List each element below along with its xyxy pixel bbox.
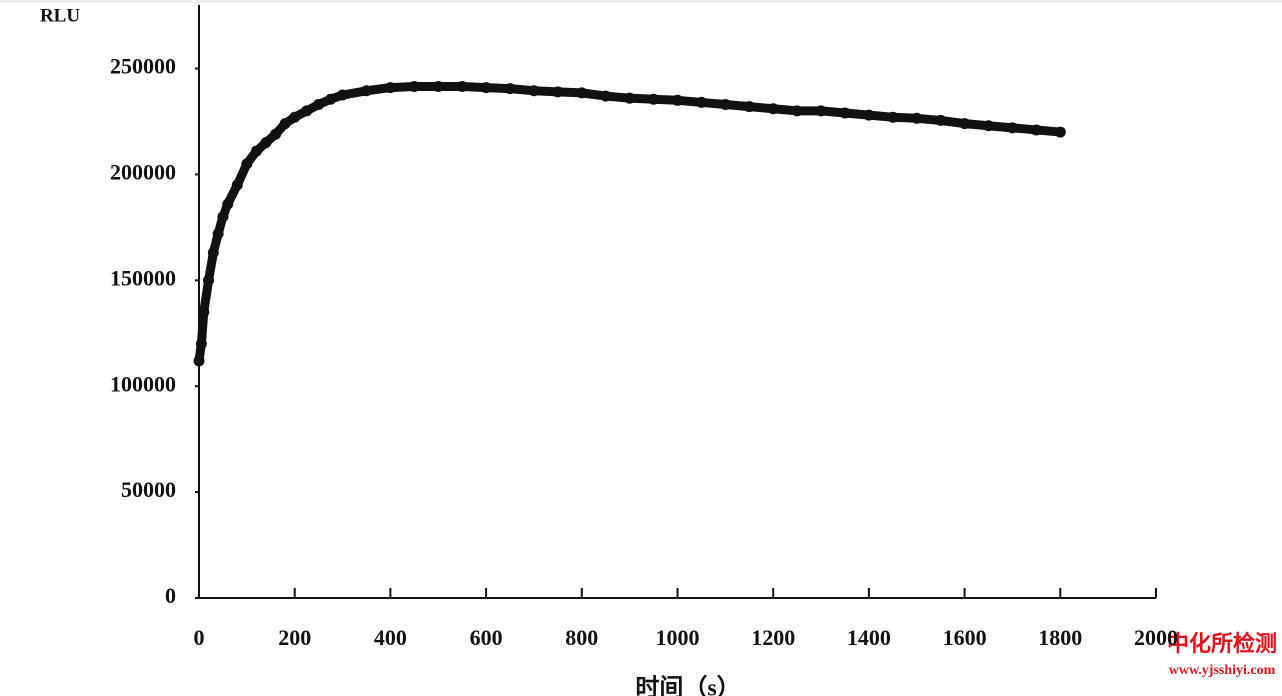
x-tick-label: 600 <box>470 625 503 650</box>
data-point <box>231 179 243 191</box>
data-point <box>887 111 899 123</box>
data-point <box>1054 126 1066 138</box>
data-point <box>600 90 612 102</box>
y-tick-label: 250000 <box>110 54 176 79</box>
x-tick-label: 400 <box>374 625 407 650</box>
data-point <box>360 85 372 97</box>
data-point <box>456 81 468 93</box>
data-point <box>791 105 803 117</box>
data-point <box>203 274 215 286</box>
x-tick-label: 1000 <box>656 625 700 650</box>
data-point <box>672 94 683 106</box>
data-point <box>624 92 636 104</box>
x-tick-label: 1400 <box>847 625 891 650</box>
data-point <box>432 81 444 93</box>
data-point <box>250 145 262 157</box>
y-tick-label: 50000 <box>121 477 176 502</box>
watermark-url: www.yjsshiyi.com <box>1169 663 1276 678</box>
data-point <box>313 99 325 111</box>
data-line <box>194 82 1065 366</box>
data-point <box>217 211 229 223</box>
data-point <box>504 83 516 95</box>
watermark-name: 中化所检测 <box>1167 631 1277 657</box>
data-point <box>198 306 210 318</box>
data-point <box>408 81 420 93</box>
data-point <box>207 247 219 259</box>
data-point <box>935 114 947 126</box>
top-strip <box>0 0 1282 3</box>
y-axis-label: RLU <box>40 5 80 26</box>
x-tick-label: 1200 <box>751 625 795 650</box>
data-point <box>911 112 923 124</box>
x-tick-label: 1600 <box>943 625 987 650</box>
data-point <box>279 118 291 130</box>
data-point <box>270 128 282 140</box>
x-axis-label: 时间（s） <box>635 675 740 696</box>
data-point <box>863 109 875 121</box>
data-point <box>212 228 224 240</box>
x-tick-label: 200 <box>278 625 311 650</box>
x-tick-label: 2000 <box>1134 625 1178 650</box>
data-point <box>648 93 660 105</box>
data-point <box>1006 122 1018 134</box>
y-tick-label: 200000 <box>110 159 176 184</box>
x-tick-label: 0 <box>194 625 205 650</box>
data-point <box>719 99 731 111</box>
data-point <box>325 93 337 105</box>
data-point <box>767 103 779 115</box>
data-point <box>815 105 827 117</box>
data-point <box>695 96 707 108</box>
data-point <box>1030 124 1042 136</box>
data-point <box>576 87 588 99</box>
y-tick-label: 150000 <box>110 265 176 290</box>
data-point <box>193 355 205 367</box>
data-point <box>289 111 301 123</box>
data-point <box>983 120 995 132</box>
data-point <box>384 82 396 94</box>
data-point <box>301 105 313 117</box>
data-point <box>222 198 234 210</box>
data-point <box>480 82 492 94</box>
data-point <box>528 85 540 97</box>
data-point <box>839 107 851 119</box>
data-point <box>195 338 207 350</box>
data-point <box>959 118 971 130</box>
y-tick-label: 0 <box>165 583 176 608</box>
data-point <box>260 137 272 149</box>
data-point <box>241 158 253 170</box>
x-tick-label: 1800 <box>1038 625 1082 650</box>
data-point <box>552 86 564 98</box>
x-tick-label: 800 <box>565 625 598 650</box>
y-tick-label: 100000 <box>110 371 176 396</box>
data-point <box>337 89 349 101</box>
data-point <box>743 101 755 113</box>
